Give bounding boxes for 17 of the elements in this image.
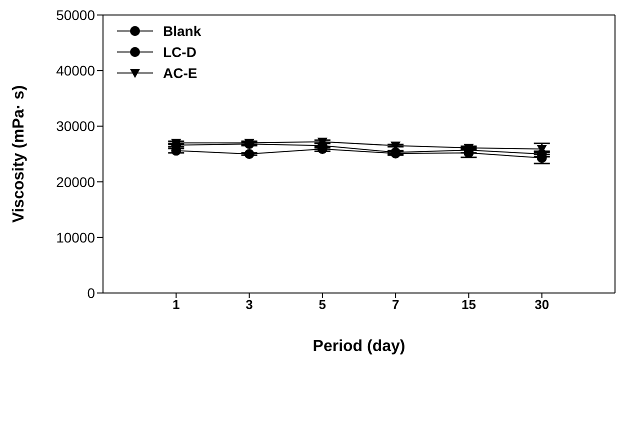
y-tick-label: 30000 [56, 118, 96, 134]
y-tick-label: 50000 [56, 6, 96, 23]
x-tick-label: 30 [534, 297, 550, 312]
legend-label: AC-E [163, 64, 198, 80]
legend-label: Blank [163, 22, 202, 38]
x-tick-label: 5 [318, 297, 326, 312]
x-axis-title: Period (day) [312, 338, 406, 355]
x-tick-label: 15 [461, 297, 476, 312]
x-tick-label: 1 [172, 297, 180, 312]
legend-label: LC-D [163, 44, 196, 60]
y-tick-label: 0 [87, 284, 96, 301]
y-tick-label: 10000 [56, 229, 96, 246]
y-axis-title: Viscosity (mPa· s) [10, 85, 28, 223]
x-tick-label: 3 [246, 297, 253, 312]
y-tick-label: 40000 [56, 62, 96, 79]
x-tick-label: 7 [392, 297, 400, 312]
y-tick-label: 20000 [56, 174, 96, 190]
